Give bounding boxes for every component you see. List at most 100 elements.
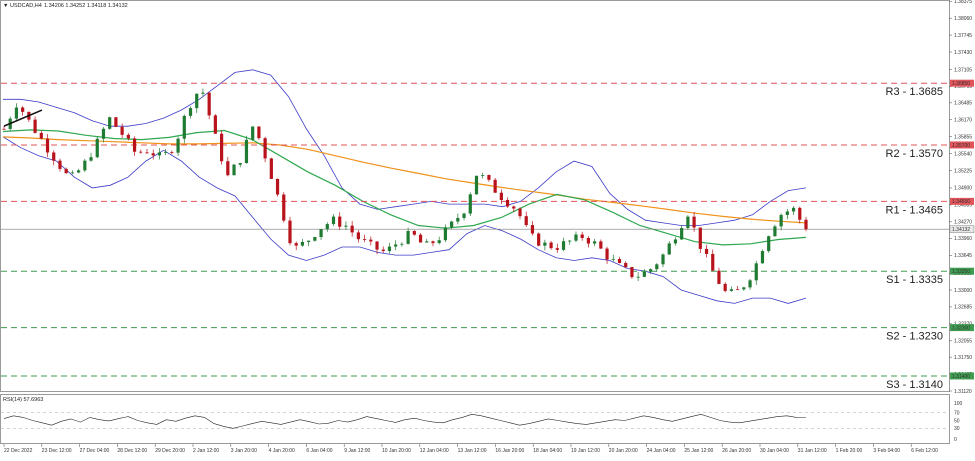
candle-bear: [580, 234, 584, 239]
time-tick-label: 10 Jan 20:00: [382, 448, 411, 454]
rsi-tick-label: 0: [954, 437, 957, 443]
candle-bull: [760, 251, 765, 264]
price-tick-label: 1.36485: [954, 101, 972, 107]
candle-bear: [219, 133, 224, 162]
candle-bear: [213, 115, 217, 134]
time-tick-label: 26 Jan 20:00: [722, 448, 751, 454]
candle-bull: [767, 236, 771, 252]
time-tick-label: 3 Feb 04:00: [873, 448, 900, 454]
level-axis-badge: [950, 267, 974, 275]
candle-bull: [729, 289, 733, 291]
candle-bull: [754, 263, 758, 281]
candle-bear: [282, 194, 286, 221]
candle-bull: [95, 138, 99, 158]
candle-bull: [331, 216, 336, 225]
candle-bull: [636, 276, 640, 278]
candle-bear: [555, 248, 559, 250]
time-tick-label: 6 Jan 04:00: [306, 448, 332, 454]
candle-bull: [313, 237, 317, 241]
price-tick-label: 1.33645: [954, 253, 972, 259]
candle-bear: [412, 230, 416, 235]
time-tick-label: 18 Jan 04:00: [533, 448, 562, 454]
candle-bear: [723, 283, 727, 291]
candle-bull: [201, 92, 205, 94]
candle-bull: [642, 271, 646, 277]
candle-bear: [114, 117, 118, 127]
price-tick-label: 1.36170: [954, 118, 972, 124]
candle-bear: [145, 152, 149, 154]
candle-bull: [481, 175, 485, 176]
current-price-label: 1.34132: [952, 227, 970, 233]
price-tick-label: 1.37430: [954, 50, 972, 56]
time-tick-label: 4 Jan 20:00: [269, 448, 295, 454]
candle-bear: [717, 270, 721, 284]
candle-bear: [356, 232, 360, 240]
price-pane: [0, 0, 950, 392]
candle-bull: [307, 240, 311, 242]
time-axis[interactable]: 22 Dec 2022 23 Dec 12:00 27 Dec 04:00 28 De…: [3, 444, 938, 454]
candle-bear: [711, 253, 715, 271]
level-label-support: S3 - 1.3140: [886, 379, 943, 391]
rsi-line: [3, 413, 807, 429]
candle-bull: [673, 239, 678, 244]
candle-bull: [785, 211, 789, 215]
price-tick-label: 1.35855: [954, 134, 972, 140]
candle-bear: [375, 241, 379, 250]
time-tick-label: 24 Jan 04:00: [647, 448, 676, 454]
price-tick-label: 1.31120: [954, 389, 972, 395]
symbol-header-name: USDCAD,H4: [10, 3, 42, 9]
rsi-tick-label: 100: [954, 401, 963, 407]
candle-bull: [425, 241, 429, 243]
time-tick-label: 2 Jan 12:00: [193, 448, 219, 454]
candle-bull: [773, 226, 777, 237]
time-tick-label: 16 Jan 20:00: [495, 448, 524, 454]
candle-bear: [537, 233, 541, 246]
price-tick-label: 1.36790: [954, 84, 972, 90]
level-axis-badge: [950, 141, 974, 149]
bollinger-upper-line: [3, 69, 807, 226]
candle-bull: [568, 240, 572, 242]
price-tick-label: 1.34585: [954, 203, 972, 209]
time-tick-label: 22 Dec 2022: [4, 448, 33, 454]
symbol-header-marker[interactable]: ▼: [3, 3, 8, 9]
candle-bear: [120, 126, 124, 135]
candle-bull: [176, 138, 180, 153]
price-tick-label: 1.33000: [954, 288, 972, 294]
candle-bear: [52, 152, 56, 161]
price-axis[interactable]: 1.38375 1.38060 1.37745 1.37430 1.37105 1.367…: [949, 0, 975, 395]
candle-bull: [543, 242, 547, 246]
price-tick-label: 1.35225: [954, 168, 972, 174]
candle-bear: [586, 238, 591, 244]
candle-bull: [77, 170, 81, 173]
time-tick-label: 20 Jan 20:00: [609, 448, 638, 454]
level-label-resistance: R2 - 1.3570: [886, 148, 943, 160]
time-tick-label: 12 Jan 04:00: [420, 448, 449, 454]
time-tick-label: 27 Dec 04:00: [80, 448, 110, 454]
time-tick-label: 1 Feb 20:00: [836, 448, 863, 454]
candle-bear: [207, 92, 211, 116]
price-tick-label: 1.34270: [954, 220, 972, 226]
rsi-tick-label: 30: [954, 426, 960, 432]
candle-bull: [101, 128, 106, 139]
candle-bear: [126, 134, 130, 139]
candle-bear: [518, 208, 522, 217]
current-price-badge: [949, 225, 975, 233]
candle-bear: [617, 258, 622, 264]
level-axis-badge: [950, 324, 974, 332]
price-tick-label: 1.35540: [954, 151, 972, 157]
indicator-layer: [2, 69, 807, 304]
candle-bear: [431, 241, 435, 244]
level-axis-badge: [950, 197, 974, 205]
trendline: [3, 109, 43, 127]
candle-bear: [294, 243, 298, 246]
candle-bear: [275, 178, 280, 195]
level-label-resistance: R1 - 1.3465: [886, 204, 943, 216]
candle-bull: [611, 258, 615, 260]
bollinger-lower-line: [2, 136, 807, 304]
candle-bull: [462, 213, 466, 218]
candle-bear: [350, 225, 354, 233]
time-tick-label: 6 Feb 12:00: [911, 448, 938, 454]
price-tick-label: 1.37745: [954, 33, 972, 39]
